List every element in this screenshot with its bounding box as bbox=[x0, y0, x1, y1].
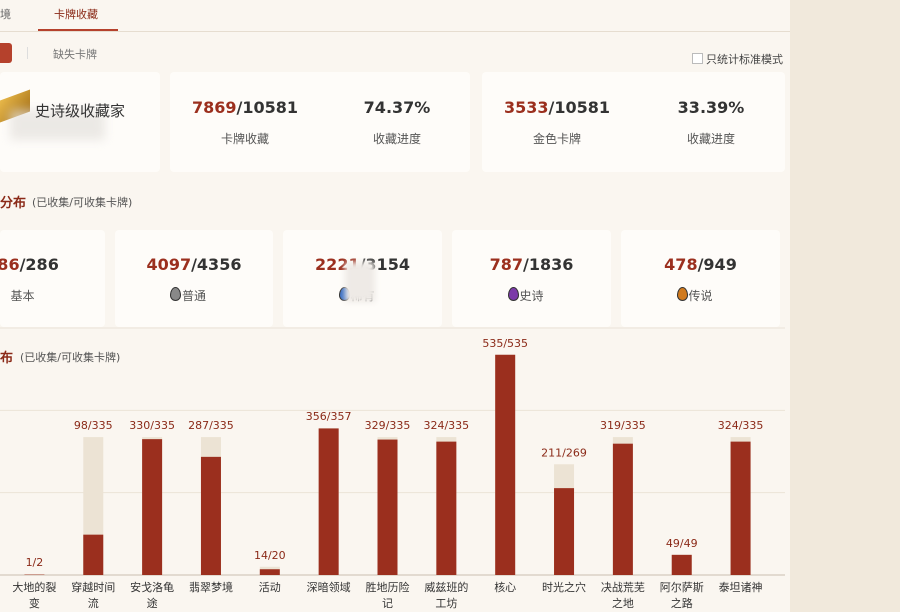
tab-divider bbox=[0, 31, 790, 32]
rarity-card bbox=[115, 230, 273, 327]
x-tick-label: 穿越时间流 bbox=[71, 580, 115, 610]
chart-subtitle: (已收集/可收集卡牌) bbox=[20, 351, 121, 364]
bar-collected bbox=[554, 488, 575, 575]
gem-icon bbox=[170, 287, 181, 301]
section-title: 分布 bbox=[0, 196, 27, 211]
missing-filter[interactable]: 缺失卡牌 bbox=[53, 48, 97, 61]
bar-collected bbox=[142, 439, 163, 575]
checkbox[interactable] bbox=[692, 53, 703, 64]
value-label: 329/335 bbox=[365, 419, 411, 432]
value-label: 287/335 bbox=[188, 419, 234, 432]
value-label: 330/335 bbox=[129, 419, 175, 432]
value-label: 356/357 bbox=[306, 410, 352, 423]
value-label: 324/335 bbox=[718, 419, 764, 432]
chart: 1/2 大地的裂变 98/335 穿越时间流 330/335 安戈洛龟途 287/335 翡翠… bbox=[0, 327, 785, 610]
value-label: 211/269 bbox=[541, 446, 587, 459]
rarity-value: 787/1836 bbox=[489, 255, 574, 274]
stat-value: 3533/10581 bbox=[503, 98, 611, 117]
x-tick-label: 核心 bbox=[494, 580, 516, 594]
x-tick-label: 深暗领域 bbox=[307, 580, 351, 594]
stat-value: 7869/10581 bbox=[191, 98, 299, 117]
value-label: 535/535 bbox=[482, 337, 528, 350]
value-label: 1/2 bbox=[26, 556, 44, 569]
bar-collected bbox=[671, 554, 692, 575]
stat-value: 74.37% bbox=[363, 98, 431, 117]
rarity-label: 基本 bbox=[10, 289, 35, 303]
filter-button[interactable] bbox=[0, 43, 12, 63]
stat-label: 金色卡牌 bbox=[532, 132, 581, 146]
blur bbox=[10, 110, 105, 140]
rarity-value: 286/286 bbox=[0, 255, 59, 274]
stat-label: 收藏进度 bbox=[372, 132, 421, 146]
bar-collected bbox=[377, 439, 398, 575]
rarity-card bbox=[452, 230, 611, 327]
chart-title: 布 bbox=[0, 351, 14, 366]
x-tick-label: 阿尔萨斯之路 bbox=[660, 581, 704, 610]
stat-card bbox=[170, 72, 470, 172]
blur bbox=[345, 262, 375, 302]
bar-collected bbox=[259, 569, 280, 575]
checkbox-label[interactable]: 只统计标准模式 bbox=[706, 53, 783, 66]
bar-collected bbox=[730, 441, 751, 575]
stat-label: 卡牌收藏 bbox=[220, 132, 269, 146]
stat-card bbox=[482, 72, 785, 172]
tab-underline bbox=[38, 29, 118, 31]
x-tick-label: 决战荒芜之地 bbox=[601, 580, 645, 610]
stat-label: 收藏进度 bbox=[686, 132, 735, 146]
value-label: 14/20 bbox=[254, 549, 286, 562]
x-tick-label: 大地的裂变 bbox=[12, 580, 56, 610]
gem-icon bbox=[676, 287, 688, 301]
x-tick-label: 泰坦诸神 bbox=[719, 580, 763, 594]
x-tick-label: 胜地历险记 bbox=[366, 580, 410, 610]
rarity-value: 4097/4356 bbox=[146, 255, 242, 274]
rarity-label: 普通 bbox=[181, 289, 206, 303]
value-label: 324/335 bbox=[423, 419, 469, 432]
x-tick-label: 翡翠梦境 bbox=[189, 580, 233, 594]
side-area bbox=[790, 0, 900, 612]
section-subtitle: (已收集/可收集卡牌) bbox=[32, 196, 133, 209]
rarity-label: 史诗 bbox=[519, 289, 544, 303]
x-tick-label: 威兹班的工坊 bbox=[424, 580, 468, 610]
rarity-value: 478/949 bbox=[664, 255, 737, 274]
bar-collected bbox=[318, 428, 339, 575]
collector-title: 史诗级收藏家 bbox=[35, 102, 126, 120]
value-label: 319/335 bbox=[600, 419, 646, 432]
separator bbox=[27, 47, 28, 59]
bar-collected bbox=[200, 456, 221, 575]
value-label: 98/335 bbox=[74, 419, 113, 432]
bar-collected bbox=[436, 441, 457, 575]
stat-value: 33.39% bbox=[677, 98, 745, 117]
rarity-card bbox=[0, 230, 105, 327]
x-tick-label: 安戈洛龟途 bbox=[130, 580, 174, 610]
tab-active[interactable]: 卡牌收藏 bbox=[54, 8, 98, 21]
rarity-label: 传说 bbox=[688, 289, 713, 303]
rarity-card bbox=[621, 230, 780, 327]
x-tick-label: 时光之穴 bbox=[542, 580, 586, 594]
x-tick-label: 活动 bbox=[259, 581, 281, 594]
bar-total bbox=[24, 574, 45, 575]
value-label: 49/49 bbox=[666, 537, 698, 550]
bar-collected bbox=[495, 354, 516, 575]
bar-collected bbox=[83, 534, 104, 575]
tab[interactable]: 境 bbox=[0, 8, 11, 21]
bar-collected bbox=[612, 443, 633, 575]
gem-icon bbox=[507, 287, 519, 301]
